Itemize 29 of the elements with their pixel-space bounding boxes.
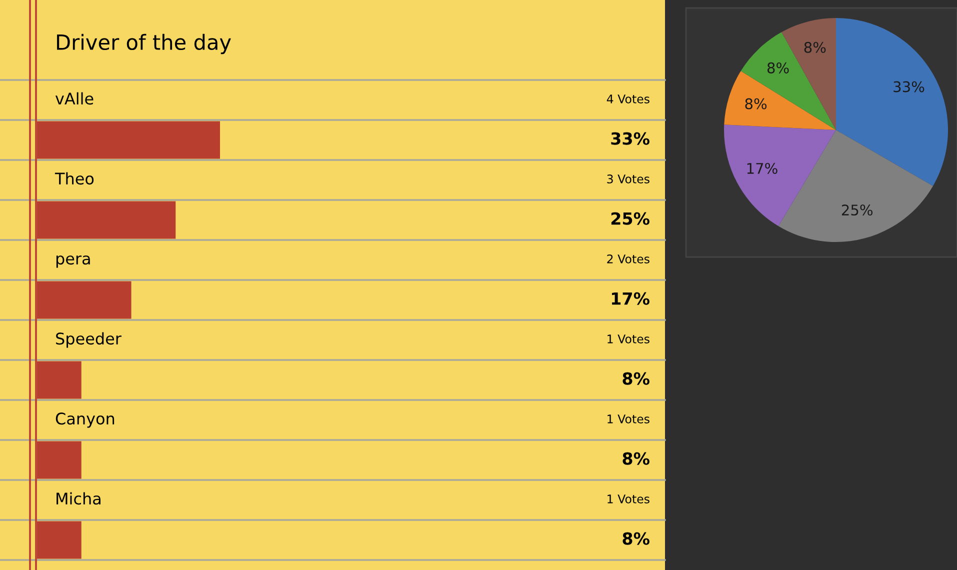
y-tick-label: Micha [56, 492, 100, 505]
data-label: 8% [622, 372, 650, 385]
y-tick-label: Speeder [56, 332, 122, 348]
data-label: 8% [622, 452, 650, 465]
data-label: 8% [767, 62, 789, 74]
data-label: 8% [622, 532, 650, 545]
y-tick-label: vAlle [55, 92, 94, 105]
y-tick-label: Theo [54, 172, 94, 185]
text: 1 Votes [608, 414, 650, 424]
text: 3 Votes [607, 174, 650, 184]
data-label: 8% [745, 98, 767, 110]
data-label: 33% [611, 132, 650, 145]
data-label: 33% [894, 81, 924, 92]
data-label: 17% [612, 292, 650, 305]
text: 4 Votes [606, 94, 650, 104]
pie-slice [836, 18, 948, 186]
data-label: 8% [804, 42, 826, 53]
text: 2 Votes [607, 254, 650, 264]
text: 1 Votes [608, 334, 650, 344]
data-label: 25% [611, 212, 650, 225]
chart-title: Driver of the day [57, 34, 231, 54]
pie-slice [724, 124, 836, 226]
pie-slice [778, 130, 933, 242]
data-label: 25% [842, 204, 872, 216]
pie-slice [740, 32, 836, 130]
data-label: 17% [747, 162, 778, 174]
y-tick-label: Canyon [56, 412, 114, 428]
y-tick-label: pera [56, 255, 90, 268]
text: 1 Votes [608, 494, 650, 504]
